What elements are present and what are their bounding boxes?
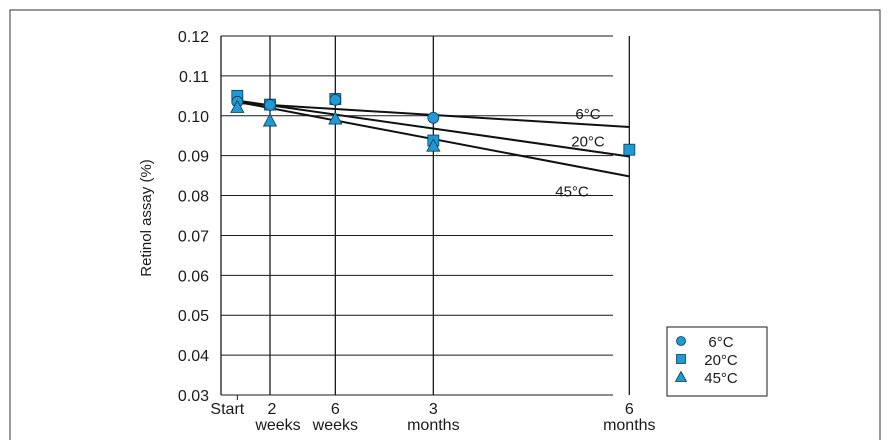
x-tick-label: 3	[429, 401, 438, 418]
y-tick-label: 0.04	[178, 348, 209, 365]
data-points	[230, 89, 636, 156]
data-point-circle	[329, 93, 342, 106]
x-tick-label: months	[407, 417, 459, 434]
data-point-triangle	[230, 99, 245, 113]
y-tick-label: 0.09	[178, 149, 209, 166]
outer-frame-line	[9, 9, 881, 440]
x-tick-label: weeks	[312, 417, 358, 434]
outer-border	[9, 9, 881, 440]
legend-marker-triangle	[674, 370, 688, 382]
data-point-triangle	[426, 138, 441, 152]
data-point-triangle	[262, 113, 278, 127]
data-point-circle	[427, 111, 440, 124]
x-tick-label: 6	[331, 401, 340, 418]
y-tick-label: 0.07	[178, 228, 209, 245]
trend-label: 20°C	[571, 133, 605, 150]
x-tick-label: Start	[210, 401, 244, 418]
y-tick-label: 0.11	[179, 69, 209, 86]
legend: 6°C20°C45°C	[666, 326, 768, 397]
y-tick-label: 0.12	[178, 29, 209, 46]
legend-marker-square	[676, 354, 686, 364]
grid	[220, 35, 630, 400]
trend-label: 45°C	[555, 183, 589, 200]
legend-label: 45°C	[704, 370, 738, 387]
data-point-square	[623, 143, 636, 156]
legend-marker-circle	[676, 336, 686, 346]
y-tick-labels: 0.03 0.04 0.05 0.06 0.07 0.08 0.09 0.10 0.11 0.12	[178, 29, 209, 405]
legend-label: 6°C	[708, 334, 733, 351]
y-tick-label: 0.05	[178, 308, 209, 325]
y-tick-label: 0.08	[178, 189, 209, 206]
trend-line	[237, 99, 630, 158]
y-axis-label: Retinol assay (%)	[138, 159, 155, 277]
y-tick-label: 0.03	[178, 388, 209, 405]
data-point-triangle	[328, 111, 343, 125]
x-tick-label: 6	[625, 401, 634, 418]
x-tick-label: weeks	[254, 417, 300, 434]
y-tick-label: 0.10	[178, 109, 209, 126]
trend-labels: 6°C 20°C 45°C	[555, 106, 605, 200]
data-point-circle	[264, 99, 276, 111]
x-tick-label: months	[603, 417, 655, 434]
trend-label: 6°C	[575, 106, 600, 123]
y-tick-label: 0.06	[178, 268, 209, 285]
x-tick-label: 2	[268, 401, 277, 418]
legend-label: 20°C	[704, 352, 738, 369]
